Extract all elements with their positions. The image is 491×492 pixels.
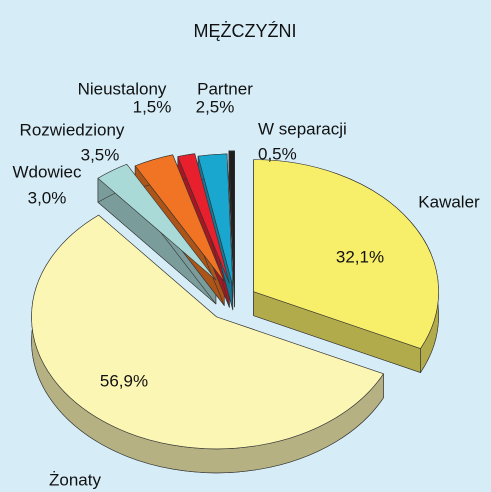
slice-label: Wdowiec [13,162,82,181]
value-label: 1,5% [133,97,172,116]
slice-label: Żonaty [49,470,101,489]
value-label: 2,5% [196,97,235,116]
slice-label: Kawaler [418,192,480,211]
slice-label: Rozwiedziony [20,120,125,139]
value-label: 3,0% [28,188,67,207]
value-label: 3,5% [81,145,120,164]
slice [253,159,439,349]
slice [31,214,384,450]
value-label: 0,5% [258,144,297,163]
slice-label: Nieustalony [78,79,167,98]
slice-label: W separacji [258,119,347,138]
slice-label: Partner [197,79,253,98]
slice [97,163,217,281]
slice [134,154,225,282]
value-label: 32,1% [336,247,384,266]
value-label: 56,9% [100,371,148,390]
slice [197,153,234,287]
slice [228,150,235,284]
slice [177,153,230,284]
chart-title: MĘŻCZYŹNI [194,21,297,41]
